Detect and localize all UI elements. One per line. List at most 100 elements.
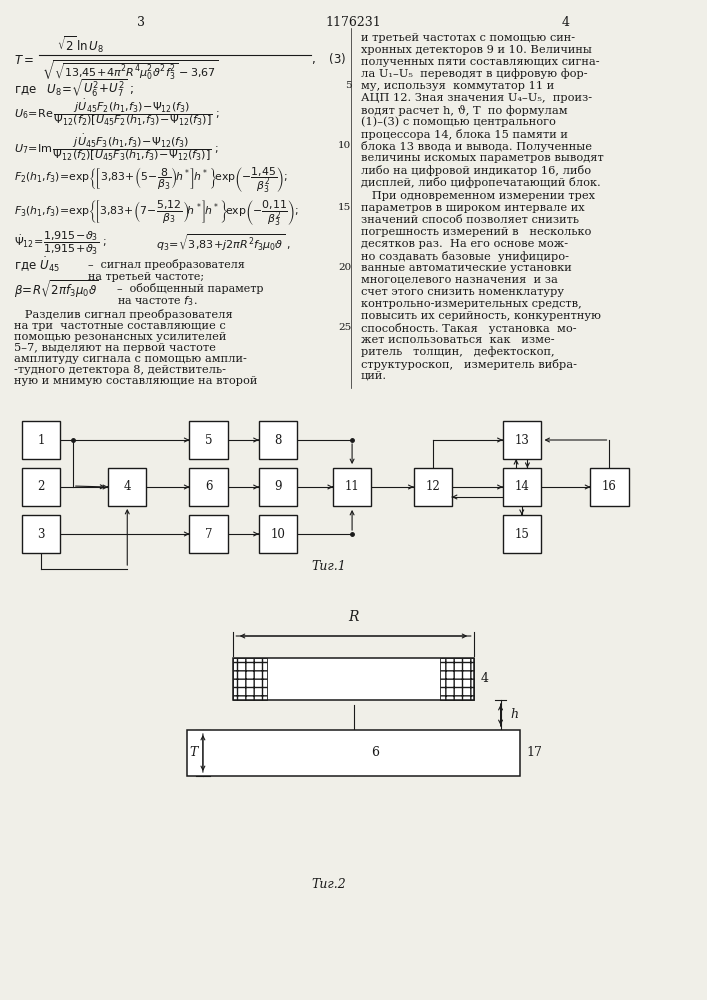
Text: многоцелевого назначения  и за: многоцелевого назначения и за [361, 275, 557, 285]
Text: 4: 4 [124, 481, 131, 493]
Bar [414, 468, 452, 506]
Text: 6: 6 [370, 746, 379, 760]
Text: $\sqrt{2}\,\ln U_8$: $\sqrt{2}\,\ln U_8$ [57, 35, 104, 55]
Text: структуроскоп,   измеритель вибра-: структуроскоп, измеритель вибра- [361, 359, 577, 369]
Bar [189, 421, 228, 459]
Text: $\dot{\Psi}_{12}\!=\!\dfrac{1{,}915\!-\!\vartheta_3}{1{,}915\!+\!\vartheta_3}\ ;: $\dot{\Psi}_{12}\!=\!\dfrac{1{,}915\!-\!… [14, 229, 107, 257]
Bar [440, 658, 474, 700]
Text: 8: 8 [274, 434, 281, 446]
Text: $\text{где}\ \dot{U}_{45}$: $\text{где}\ \dot{U}_{45}$ [14, 256, 60, 274]
Text: 1176231: 1176231 [326, 15, 381, 28]
Text: ванные автоматические установки: ванные автоматические установки [361, 263, 571, 273]
Text: 3: 3 [137, 15, 146, 28]
Text: 11: 11 [345, 481, 359, 493]
Text: полученных пяти составляющих сигна-: полученных пяти составляющих сигна- [361, 57, 600, 67]
Text: помощью резонансных усилителей: помощью резонансных усилителей [14, 332, 226, 342]
Bar [233, 658, 474, 700]
Text: 17: 17 [527, 746, 542, 760]
Text: (1)–(3) с помощью центрального: (1)–(3) с помощью центрального [361, 117, 556, 127]
Text: либо на цифровой индикатор 16, либо: либо на цифровой индикатор 16, либо [361, 164, 590, 176]
Text: водят расчет h, ϑ, T  по формулам: водят расчет h, ϑ, T по формулам [361, 104, 567, 115]
Text: погрешность измерений в   несколько: погрешность измерений в несколько [361, 227, 591, 237]
Text: $F_3(h_1,\!f_3)\!=\!\exp\!\left\{\!\left[3{,}83\!+\!\left(7\!-\!\dfrac{5{,}12}{\: $F_3(h_1,\!f_3)\!=\!\exp\!\left\{\!\left… [14, 198, 299, 228]
Text: 5: 5 [345, 82, 351, 91]
Text: значений способ позволяет снизить: значений способ позволяет снизить [361, 215, 578, 225]
Text: -тудного детектора 8, действитель-: -тудного детектора 8, действитель- [14, 365, 226, 375]
Text: параметров в широком интервале их: параметров в широком интервале их [361, 203, 584, 213]
Bar [259, 421, 297, 459]
Text: ную и мнимую составляющие на второй: ную и мнимую составляющие на второй [14, 376, 257, 386]
Text: 6: 6 [205, 481, 212, 493]
Text: ций.: ций. [361, 371, 387, 381]
Text: повысить их серийность, конкурентную: повысить их серийность, конкурентную [361, 311, 600, 321]
Bar [503, 515, 541, 553]
Text: способность. Такая   установка  мо-: способность. Такая установка мо- [361, 322, 576, 334]
Bar [333, 468, 371, 506]
Text: величины искомых параметров выводят: величины искомых параметров выводят [361, 153, 603, 163]
Text: Разделив сигнал преобразователя: Разделив сигнал преобразователя [14, 310, 233, 320]
Text: –  сигнал преобразователя: – сигнал преобразователя [88, 259, 245, 270]
Bar [108, 468, 146, 506]
Text: $T=$: $T=$ [14, 53, 34, 66]
Text: на частоте $f_3$.: на частоте $f_3$. [117, 294, 197, 308]
Text: на три  частотные составляющие с: на три частотные составляющие с [14, 321, 226, 331]
Text: $,\quad(3)$: $,\quad(3)$ [311, 50, 346, 66]
Bar [233, 658, 267, 700]
Text: 14: 14 [514, 481, 530, 493]
Text: ла U₁–U₅  переводят в цифровую фор-: ла U₁–U₅ переводят в цифровую фор- [361, 69, 588, 79]
Text: АЦП 12. Зная значения U₄–U₅,  произ-: АЦП 12. Зная значения U₄–U₅, произ- [361, 93, 592, 103]
Text: 7: 7 [205, 528, 212, 540]
Text: и третьей частотах с помощью син-: и третьей частотах с помощью син- [361, 33, 575, 43]
Text: хронных детекторов 9 и 10. Величины: хронных детекторов 9 и 10. Величины [361, 45, 592, 55]
Text: но создавать базовые  унифициро-: но создавать базовые унифициро- [361, 250, 568, 261]
Text: 4: 4 [561, 15, 570, 28]
Text: Τиг.1: Τиг.1 [311, 560, 346, 574]
Text: –  обобщенный параметр: – обобщенный параметр [117, 284, 263, 294]
Bar [503, 468, 541, 506]
Text: процессора 14, блока 15 памяти и: процессора 14, блока 15 памяти и [361, 128, 568, 139]
Text: Τиг.2: Τиг.2 [311, 879, 346, 892]
Text: амплитуду сигнала с помощью ампли-: амплитуду сигнала с помощью ампли- [14, 354, 247, 364]
Text: блока 13 ввода и вывода. Полученные: блока 13 ввода и вывода. Полученные [361, 140, 592, 151]
Text: жет использоваться  как   изме-: жет использоваться как изме- [361, 335, 554, 345]
Text: 20: 20 [338, 263, 351, 272]
Text: ритель   толщин,   дефектоскоп,: ритель толщин, дефектоскоп, [361, 347, 554, 357]
Text: контрольно-измерительных средств,: контрольно-измерительных средств, [361, 299, 581, 309]
Text: 15: 15 [338, 204, 351, 213]
Bar [187, 730, 520, 776]
Text: 25: 25 [338, 324, 351, 332]
Text: 10: 10 [338, 141, 351, 150]
Text: му, используя  коммутатор 11 и: му, используя коммутатор 11 и [361, 81, 554, 91]
Bar [22, 468, 60, 506]
Text: 1: 1 [37, 434, 45, 446]
Text: 10: 10 [270, 528, 286, 540]
Text: R: R [349, 610, 358, 624]
Text: дисплей, либо цифропечатающий блок.: дисплей, либо цифропечатающий блок. [361, 176, 600, 188]
Text: счет этого снизить номенклатуру: счет этого снизить номенклатуру [361, 287, 563, 297]
Text: $U_7\!=\!\mathrm{Im}\,\dfrac{j\dot{U}_{45}F_3(h_1,\!f_3)\!-\!\Psi_{12}(f_3)}{\Ps: $U_7\!=\!\mathrm{Im}\,\dfrac{j\dot{U}_{4… [14, 133, 219, 163]
Text: 5: 5 [205, 434, 212, 446]
Text: При одновременном измерении трех: При одновременном измерении трех [361, 191, 595, 201]
Text: 9: 9 [274, 481, 281, 493]
Bar [259, 468, 297, 506]
Text: 4: 4 [481, 672, 489, 686]
Bar [189, 468, 228, 506]
Text: $U_6\!=\!\mathrm{Re}\,\dfrac{j\dot{U}_{45}F_2(h_1,\!f_3)\!-\!\Psi_{12}(f_3)}{\Ps: $U_6\!=\!\mathrm{Re}\,\dfrac{j\dot{U}_{4… [14, 98, 220, 128]
Bar [22, 515, 60, 553]
Text: 16: 16 [602, 481, 617, 493]
Text: $\beta\!=\!R\sqrt{2\pi f_3\mu_0\vartheta}$: $\beta\!=\!R\sqrt{2\pi f_3\mu_0\vartheta… [14, 278, 99, 300]
Text: 2: 2 [37, 481, 45, 493]
Bar [503, 421, 541, 459]
Text: 15: 15 [514, 528, 530, 540]
Text: на третьей частоте;: на третьей частоте; [88, 272, 204, 282]
Text: десятков раз.  На его основе мож-: десятков раз. На его основе мож- [361, 239, 568, 249]
Text: 13: 13 [514, 434, 530, 446]
Bar [590, 468, 629, 506]
Bar [22, 421, 60, 459]
Bar [259, 515, 297, 553]
Text: h: h [510, 708, 518, 721]
Text: T: T [189, 746, 198, 760]
Text: 3: 3 [37, 528, 45, 540]
Text: $\text{где}\quad U_8\!=\!\sqrt{U_6^2\!+\!U_7^2}\ ;$: $\text{где}\quad U_8\!=\!\sqrt{U_6^2\!+\… [14, 77, 134, 99]
Text: 12: 12 [426, 481, 440, 493]
